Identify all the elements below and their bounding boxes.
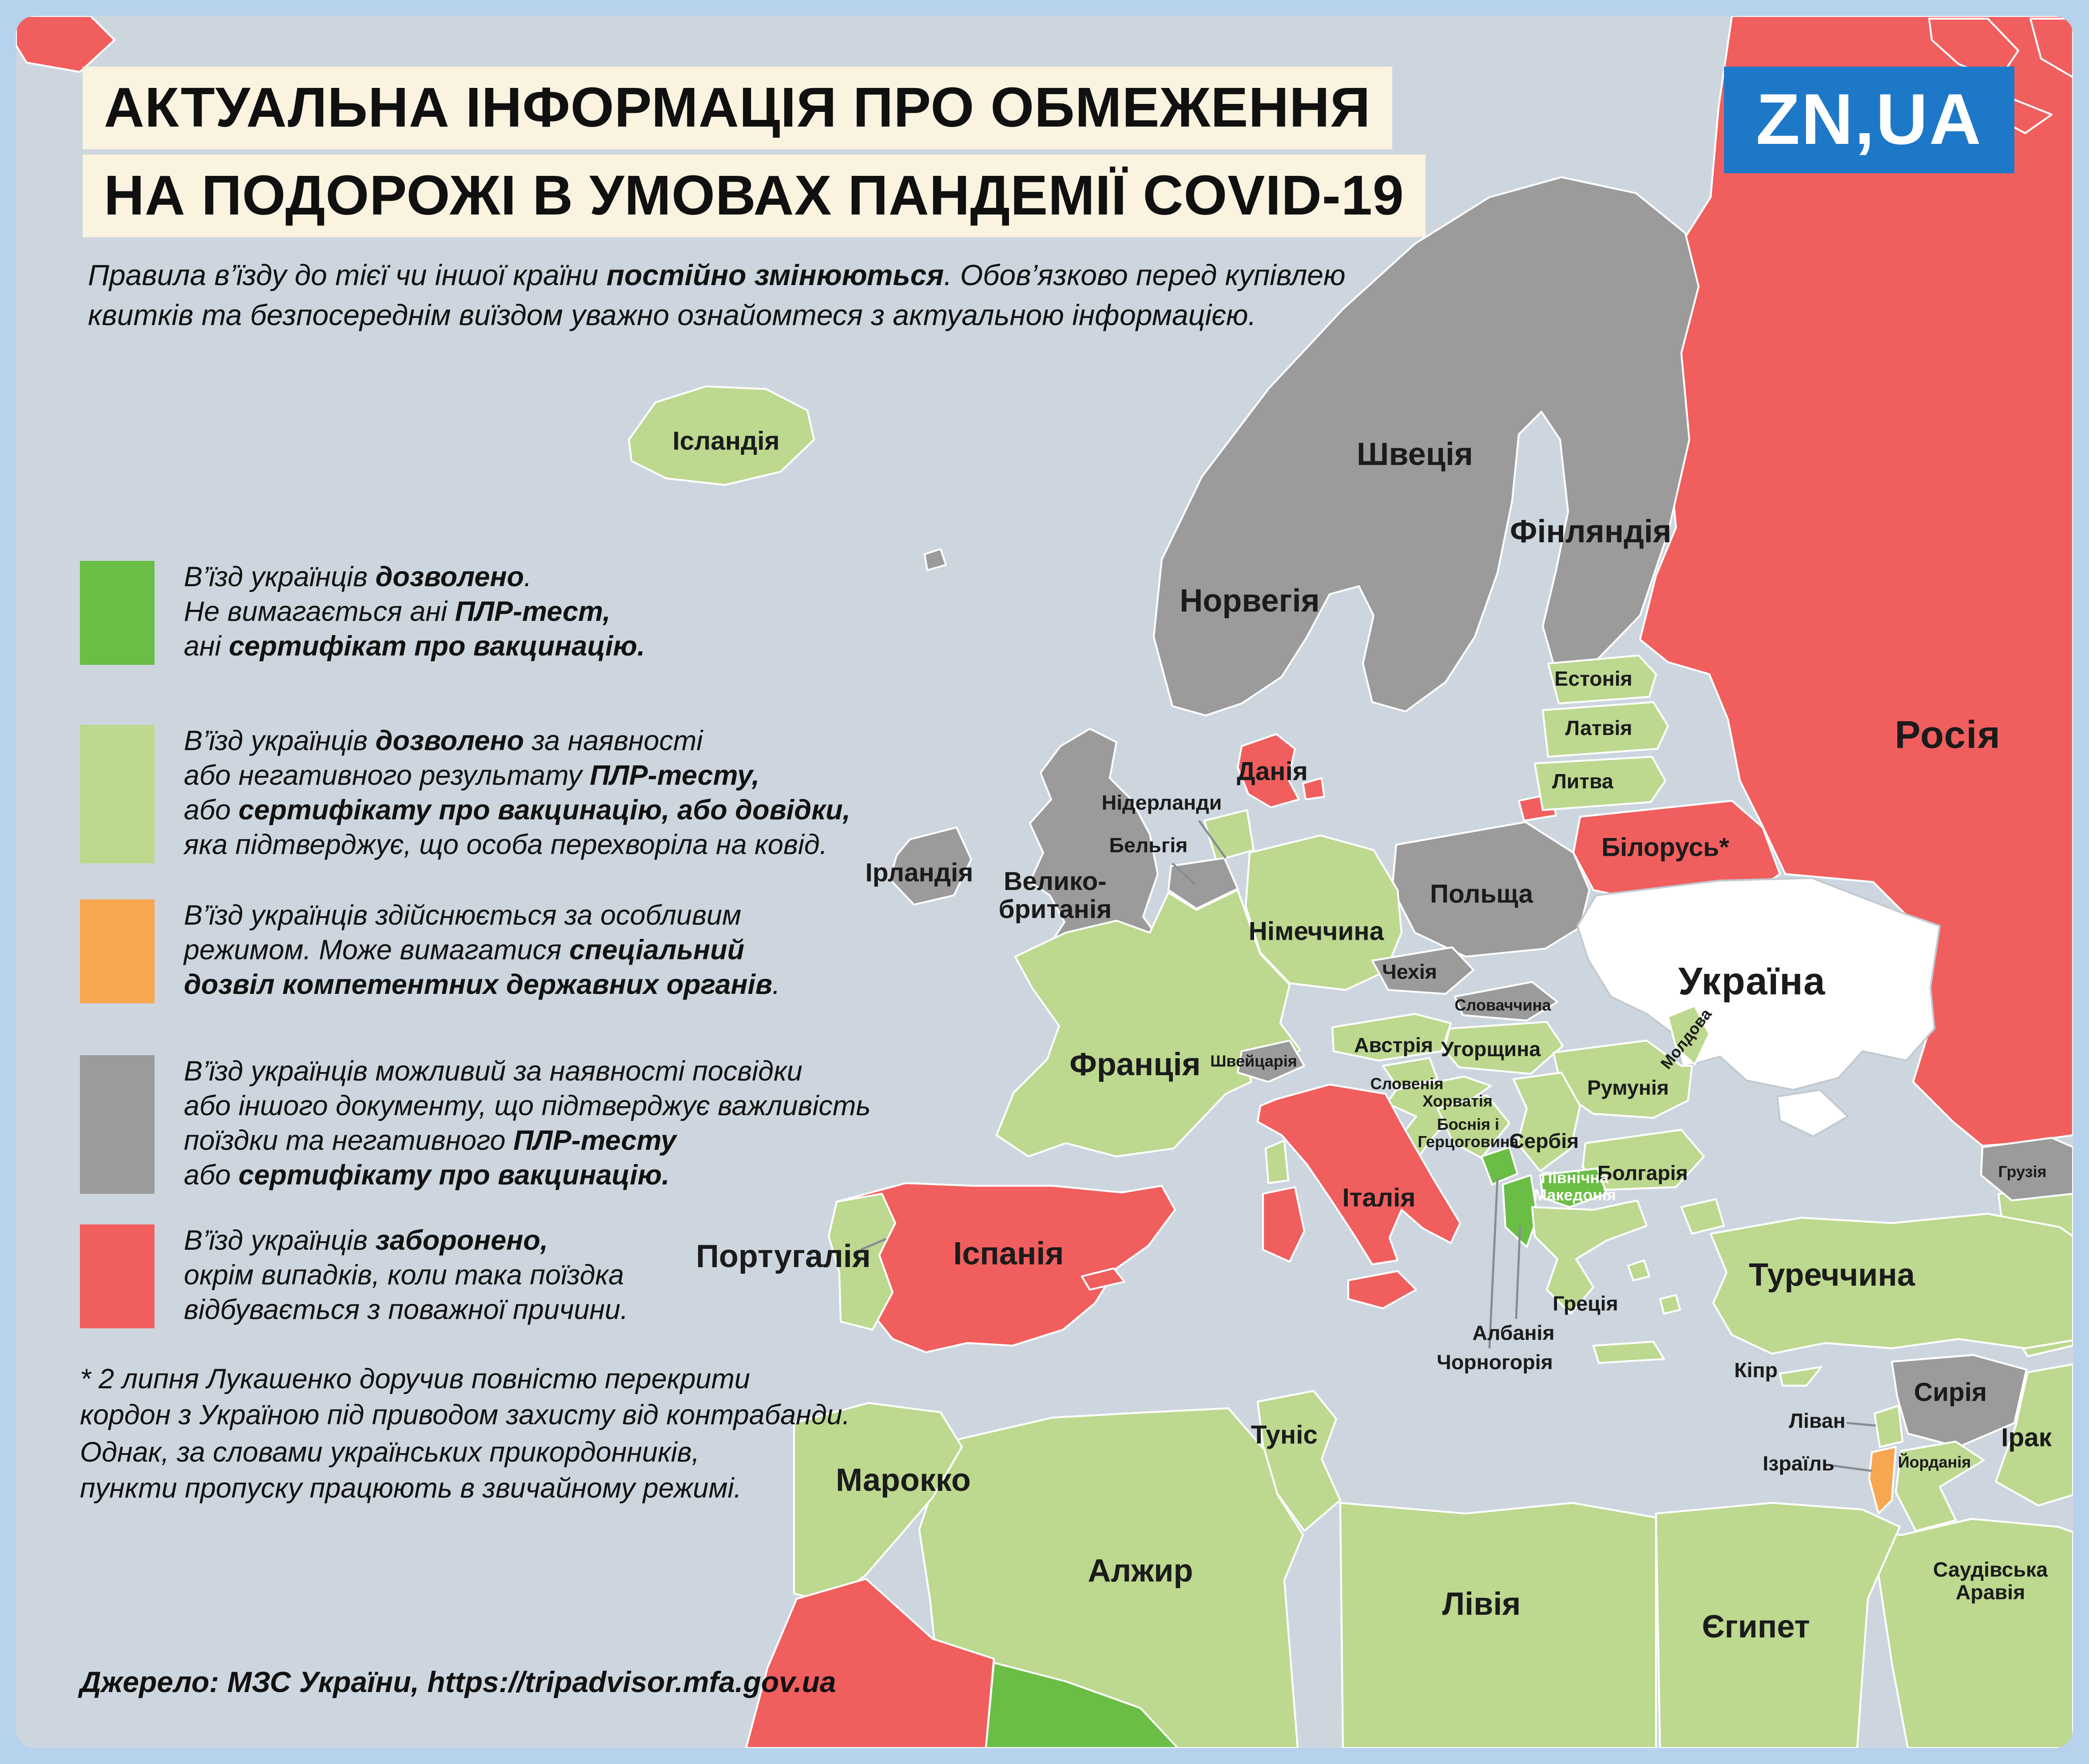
legend-item-special-regime: В’їзд українців здійснюється за особливи… (80, 899, 780, 1004)
intro-text: Правила в’їзду до тієї чи іншої країни п… (88, 258, 1346, 332)
country-greenland-tip (16, 16, 116, 73)
legend-item-allowed-conditions: В’їзд українців дозволено за наявності аб… (80, 725, 851, 864)
leader-line (1172, 862, 1196, 886)
country-iceland (627, 385, 815, 486)
country-netherlands (1203, 809, 1255, 862)
country-lebanon (1873, 1404, 1904, 1448)
country-turkey (1709, 1212, 2073, 1355)
country-algeria (918, 1407, 1304, 1748)
country-switzerland (1236, 1039, 1306, 1083)
belarus-footnote: * 2 липня Лукашенко доручив повністю пер… (80, 1364, 850, 1504)
country-georgia (1980, 1136, 2073, 1202)
country-czechia (1371, 946, 1475, 995)
country-greece (1531, 1199, 1648, 1315)
country-sardinia (1262, 1186, 1306, 1263)
country-bulgaria (1581, 1128, 1705, 1191)
country-portugal (827, 1192, 897, 1331)
source-line: Джерело: МЗС України, https://tripadviso… (80, 1665, 836, 1699)
country-austria (1331, 1013, 1452, 1062)
country-latvia (1541, 701, 1669, 758)
legend-swatch-essential-only (80, 1055, 155, 1194)
leader-line (1831, 1464, 1872, 1472)
country-israel (1868, 1446, 1897, 1515)
legend-swatch-allowed (80, 561, 155, 665)
legend-text-allowed: В’їзд українців дозволено. Не вимагається… (184, 562, 645, 663)
country-greek-island (1627, 1259, 1651, 1282)
legend-text-allowed-conditions: В’їзд українців дозволено за наявності аб… (184, 726, 851, 861)
country-crimea (1776, 1089, 1849, 1138)
country-montenegro (1480, 1146, 1519, 1186)
country-ukraine (1576, 877, 1941, 1091)
legend-text-special-regime: В’їзд українців здійснюється за особливи… (184, 901, 780, 1001)
leader-line (860, 1238, 886, 1251)
country-lithuania (1533, 755, 1667, 811)
page-title-line-1: АКТУАЛЬНА ІНФОРМАЦІЯ ПРО ОБМЕЖЕННЯ (83, 67, 1392, 149)
legend-swatch-forbidden (80, 1224, 155, 1329)
legend-item-allowed: В’їзд українців дозволено. Не вимагається… (80, 561, 645, 665)
country-crete (1592, 1340, 1665, 1364)
country-serbia (1512, 1071, 1581, 1172)
country-syria (1890, 1354, 2028, 1448)
znua-logo: ZN,UA (1724, 67, 2014, 173)
page-title-line-2: НА ПОДОРОЖІ В УМОВАХ ПАНДЕМІЇ COVID-19 (83, 155, 1426, 237)
country-north-macedonia (1539, 1167, 1608, 1208)
country-hungary (1443, 1021, 1564, 1075)
legend-text-forbidden: В’їзд українців заборонено, окрім випадкі… (184, 1226, 628, 1326)
country-slovenia (1382, 1057, 1439, 1089)
leader-line (1846, 1422, 1876, 1427)
legend-item-forbidden: В’їзд українців заборонено, окрім випадкі… (80, 1224, 628, 1329)
legend-swatch-allowed-conditions (80, 725, 155, 864)
country-egypt (1655, 1502, 1901, 1748)
country-albania (1501, 1174, 1539, 1248)
country-bosnia (1436, 1094, 1511, 1159)
country-belgium (1167, 857, 1239, 910)
country-ireland (889, 826, 973, 906)
country-italy (1256, 1083, 1462, 1266)
country-cyprus (1779, 1366, 1823, 1387)
country-scandinavia (1152, 176, 1700, 717)
country-slovakia (1454, 981, 1559, 1022)
legend-text-essential-only: В’їзд українців можливий за наявності по… (184, 1057, 871, 1192)
country-turkey-eu (1680, 1198, 1725, 1235)
leader-line (1488, 1177, 1499, 1349)
leader-line (1515, 1225, 1521, 1319)
country-france (995, 889, 1302, 1158)
country-greek-island (1659, 1294, 1681, 1315)
country-denmark-island (1302, 777, 1326, 801)
country-balearic (1080, 1267, 1126, 1291)
country-iraq (1994, 1363, 2073, 1507)
leader-line (1198, 820, 1227, 859)
country-poland (1391, 821, 1591, 958)
country-moldova (1667, 1005, 1711, 1066)
country-corsica (1264, 1139, 1290, 1184)
country-denmark (1236, 733, 1300, 809)
legend-swatch-special-regime (80, 899, 155, 1004)
country-sicily (1347, 1270, 1418, 1310)
country-estonia (1547, 654, 1657, 705)
country-libya (1339, 1502, 1657, 1748)
countries-layer (16, 16, 2073, 1748)
legend-item-essential-only: В’їзд українців можливий за наявності по… (80, 1055, 871, 1194)
country-faroe (923, 548, 947, 572)
country-novaya-island (2029, 17, 2073, 79)
country-jordan (1894, 1440, 1985, 1532)
country-mauritania (985, 1661, 1179, 1748)
